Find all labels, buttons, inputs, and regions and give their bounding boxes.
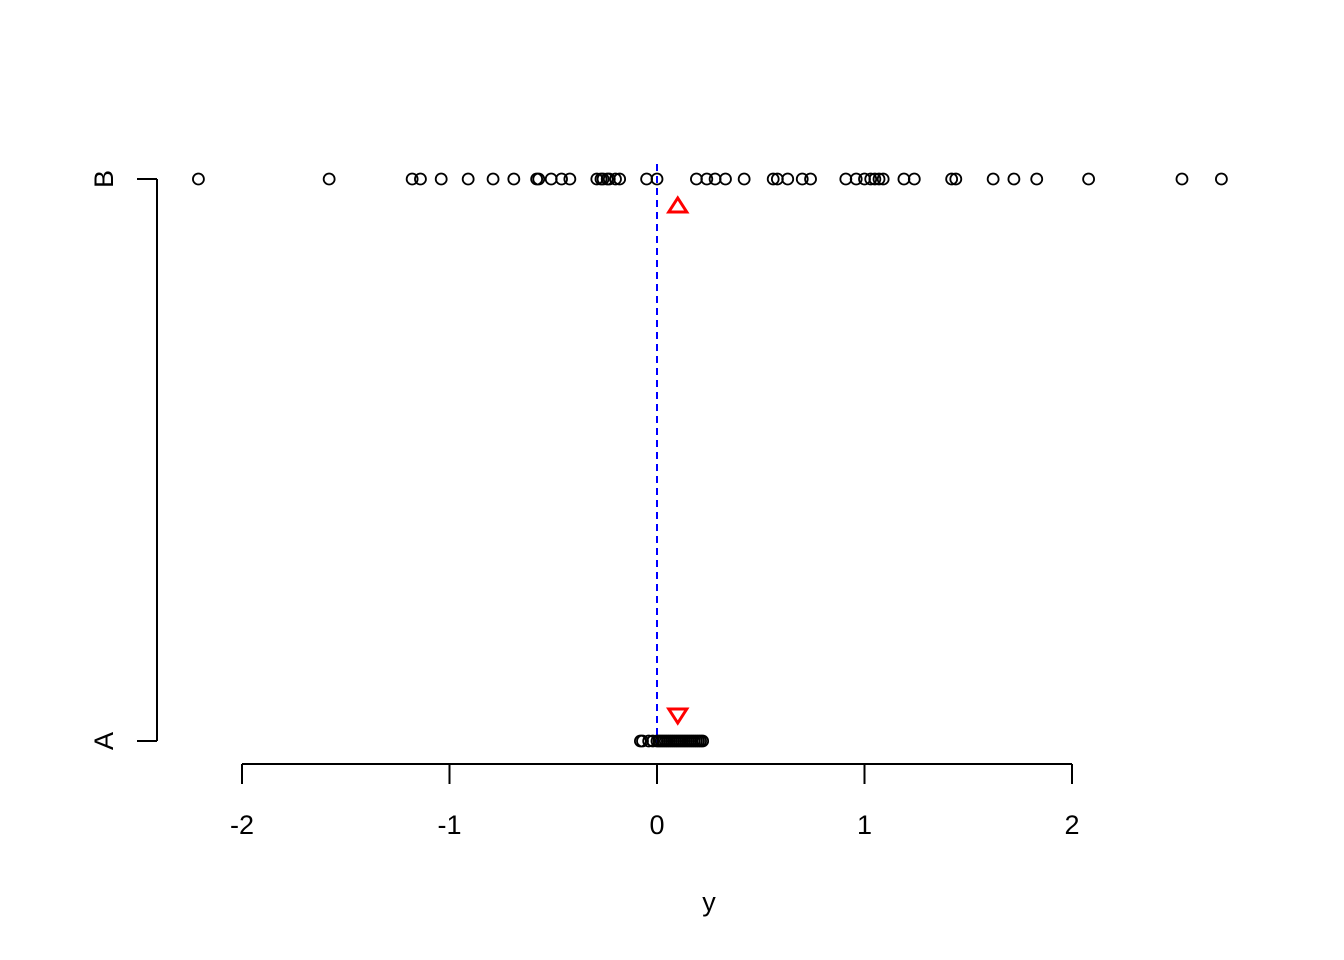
points-group — [192, 172, 1228, 748]
data-point — [507, 172, 521, 186]
data-point — [563, 172, 577, 186]
x-tick-label: 1 — [857, 810, 872, 840]
data-point — [949, 172, 963, 186]
data-point — [650, 172, 664, 186]
data-point — [434, 172, 448, 186]
data-point — [986, 172, 1000, 186]
data-point — [555, 172, 568, 186]
data-point — [1007, 172, 1021, 186]
data-point — [700, 172, 714, 186]
data-point — [876, 172, 890, 186]
data-point — [690, 172, 703, 186]
data-point — [696, 734, 710, 748]
triangle-up-marker — [666, 195, 690, 214]
data-point — [804, 172, 817, 186]
data-point — [945, 172, 959, 186]
data-point — [613, 172, 627, 186]
data-point — [872, 172, 886, 186]
data-point — [766, 172, 780, 186]
data-point — [640, 172, 654, 186]
x-tick-label: -2 — [230, 810, 254, 840]
data-point — [708, 172, 722, 186]
data-point — [737, 172, 751, 186]
data-point — [486, 172, 500, 186]
triangle-down-marker — [666, 707, 690, 726]
data-point — [544, 172, 558, 186]
data-point — [864, 172, 878, 186]
y-axis: AB — [89, 170, 158, 750]
data-point — [1175, 172, 1189, 186]
data-point — [839, 172, 853, 186]
data-point — [907, 172, 921, 186]
data-point — [781, 172, 795, 186]
y-tick-label: B — [89, 170, 119, 188]
x-tick-label: 0 — [649, 810, 664, 840]
data-point — [192, 172, 205, 186]
data-point — [461, 172, 475, 186]
data-point — [1215, 172, 1228, 186]
data-point — [868, 172, 882, 186]
data-point — [1082, 172, 1095, 186]
x-tick-label: 2 — [1064, 810, 1079, 840]
x-axis: -2 -1 0 1 2 — [230, 763, 1080, 840]
y-tick-label: A — [89, 732, 119, 750]
x-tick-label: -1 — [437, 810, 461, 840]
data-point — [405, 172, 419, 186]
data-point — [897, 172, 911, 186]
data-point — [414, 172, 427, 186]
marker-group — [666, 195, 690, 726]
data-point — [795, 172, 809, 186]
data-point — [1030, 172, 1044, 186]
data-point — [719, 172, 732, 186]
data-point — [849, 172, 863, 186]
data-point — [609, 172, 622, 186]
data-point — [322, 172, 336, 186]
data-point — [596, 172, 610, 186]
data-point — [532, 172, 546, 186]
x-axis-label: y — [702, 887, 716, 917]
